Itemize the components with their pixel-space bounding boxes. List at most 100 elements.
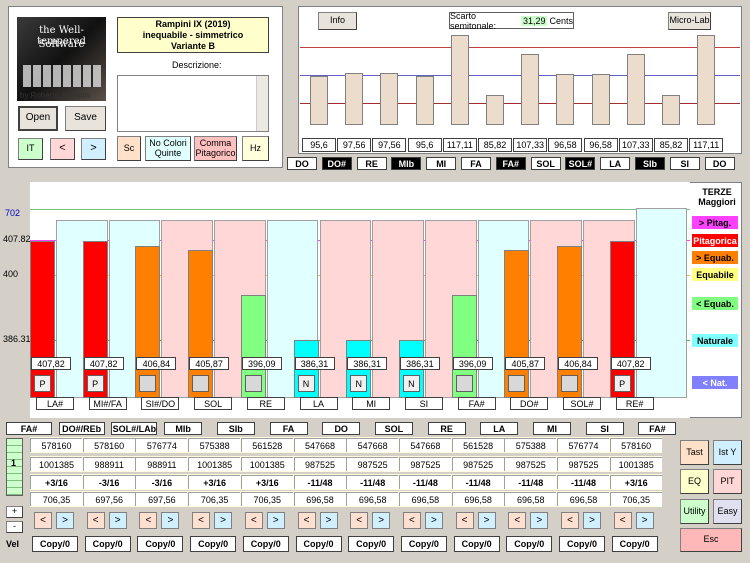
third-note-label: SOL#: [563, 397, 601, 410]
copy-button[interactable]: Copy/0: [506, 536, 553, 552]
copy-button[interactable]: Copy/0: [137, 536, 184, 552]
bottom-note: MI: [533, 422, 571, 435]
increase-button[interactable]: >: [266, 512, 285, 529]
increase-button[interactable]: >: [108, 512, 127, 529]
save-button[interactable]: Save: [65, 106, 106, 131]
data-row-bg: [30, 456, 662, 472]
data-cell: 706,35: [30, 492, 82, 506]
tast-button[interactable]: Tast: [680, 440, 709, 465]
bottom-note: SOL: [374, 422, 413, 435]
third-mark-button[interactable]: [508, 375, 526, 392]
legend-title2: Maggiori: [698, 197, 736, 207]
minus-button[interactable]: -: [6, 521, 23, 533]
third-value-label: 396,09: [241, 357, 282, 370]
decrease-button[interactable]: <: [561, 512, 579, 529]
data-cell: -11/48: [557, 475, 609, 489]
third-mark-button[interactable]: [192, 375, 210, 392]
scrollbar[interactable]: [256, 76, 268, 131]
hz-button[interactable]: Hz: [242, 136, 269, 161]
sc-button[interactable]: Sc: [117, 136, 141, 161]
it-button[interactable]: IT: [18, 138, 43, 160]
increase-button[interactable]: >: [319, 512, 338, 529]
data-cell: 578160: [609, 438, 662, 452]
copy-button[interactable]: Copy/0: [453, 536, 500, 552]
copy-button[interactable]: Copy/0: [559, 536, 605, 552]
third-note-label: SI#/DO: [141, 397, 180, 410]
utility-button[interactable]: Utility: [680, 499, 709, 524]
third-mark-button[interactable]: [455, 375, 473, 392]
copy-button[interactable]: Copy/0: [242, 536, 289, 552]
easy-button[interactable]: Easy: [713, 499, 742, 524]
third-mark-button[interactable]: [139, 375, 157, 392]
plus-button[interactable]: +: [6, 506, 23, 518]
increase-button[interactable]: >: [635, 512, 654, 529]
pit-button[interactable]: PIT: [713, 469, 742, 494]
decrease-button[interactable]: <: [86, 512, 105, 529]
decrease-button[interactable]: <: [139, 512, 158, 529]
data-cell: -3/16: [82, 475, 135, 489]
isty-button[interactable]: Ist Y: [713, 440, 742, 465]
fifth-bar: [415, 76, 434, 125]
decrease-button[interactable]: <: [297, 512, 316, 529]
increase-button[interactable]: >: [477, 512, 496, 529]
third-value-label: 406,84: [136, 357, 177, 370]
bottom-note: DO#/REb: [58, 422, 105, 435]
fifth-bar: [486, 95, 504, 125]
legend-equab-plus: > Equab.: [692, 251, 738, 264]
copy-button[interactable]: Copy/0: [611, 536, 658, 552]
eq-button[interactable]: EQ: [680, 469, 709, 494]
decrease-button[interactable]: <: [508, 512, 527, 529]
no-colori-quinte-button[interactable]: No Colori Quinte: [145, 136, 191, 161]
increase-button[interactable]: >: [424, 512, 443, 529]
increase-button[interactable]: >: [56, 512, 74, 529]
micro-lab-button[interactable]: Micro-Lab: [668, 12, 711, 30]
increase-button[interactable]: >: [583, 512, 601, 529]
copy-button[interactable]: Copy/0: [190, 536, 237, 552]
third-mark-button[interactable]: [561, 375, 578, 392]
decrease-button[interactable]: <: [350, 512, 369, 529]
third-mark-button[interactable]: N: [297, 375, 315, 392]
decrease-button[interactable]: <: [455, 512, 474, 529]
data-cell: -11/48: [293, 475, 346, 489]
esc-button[interactable]: Esc: [680, 528, 742, 552]
third-note-label: FA#: [457, 397, 496, 410]
data-cell: 1001385: [240, 457, 293, 471]
copy-button[interactable]: Copy/0: [32, 536, 78, 552]
info-button[interactable]: Info: [318, 12, 357, 30]
third-mark-button[interactable]: N: [350, 375, 368, 392]
open-button[interactable]: Open: [18, 106, 58, 131]
increase-button[interactable]: >: [214, 512, 233, 529]
descrizione-textarea[interactable]: [117, 75, 269, 132]
third-mark-button[interactable]: [244, 375, 262, 392]
copy-button[interactable]: Copy/0: [84, 536, 131, 552]
increase-button[interactable]: >: [530, 512, 549, 529]
comma-pitagorico-button[interactable]: Comma Pitagorico: [194, 136, 237, 161]
ref-line: [30, 209, 690, 210]
copy-button[interactable]: Copy/0: [400, 536, 447, 552]
decrease-button[interactable]: <: [613, 512, 632, 529]
copy-button[interactable]: Copy/0: [348, 536, 395, 552]
data-cell: 561528: [451, 438, 504, 452]
fifth-bar: [591, 74, 610, 125]
decrease-button[interactable]: <: [402, 512, 421, 529]
third-mark-button[interactable]: P: [613, 375, 631, 392]
next-button[interactable]: >: [81, 138, 106, 160]
data-cell: 706,35: [240, 492, 293, 506]
third-note-label: DO#: [510, 397, 549, 410]
increase-button[interactable]: >: [372, 512, 391, 529]
increase-button[interactable]: >: [161, 512, 180, 529]
data-cell: -11/48: [504, 475, 557, 489]
logo-line2: Software: [38, 39, 85, 50]
third-mark-button[interactable]: P: [34, 375, 51, 392]
third-mark-button[interactable]: N: [402, 375, 420, 392]
data-cell: 706,35: [609, 492, 662, 506]
copy-button[interactable]: Copy/0: [295, 536, 342, 552]
data-cell: 988911: [82, 457, 135, 471]
decrease-button[interactable]: <: [34, 512, 52, 529]
top-note: FA#: [495, 157, 526, 170]
decrease-button[interactable]: <: [244, 512, 263, 529]
prev-button[interactable]: <: [50, 138, 75, 160]
third-mark-button[interactable]: P: [86, 375, 104, 392]
data-cell: 696,58: [451, 492, 504, 506]
decrease-button[interactable]: <: [192, 512, 211, 529]
